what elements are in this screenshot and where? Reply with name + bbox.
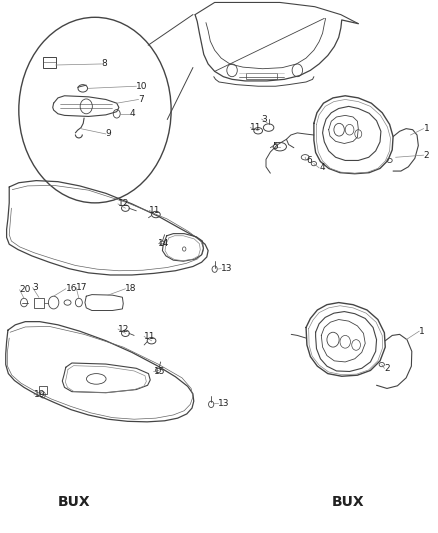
Text: 3: 3 xyxy=(33,283,39,292)
Text: 10: 10 xyxy=(136,82,148,91)
Text: 2: 2 xyxy=(424,151,429,160)
Text: BUX: BUX xyxy=(58,496,91,510)
Bar xyxy=(34,298,44,308)
Text: 3: 3 xyxy=(261,115,268,124)
Text: 17: 17 xyxy=(76,283,88,292)
Text: 8: 8 xyxy=(102,60,107,68)
Text: 13: 13 xyxy=(221,264,233,273)
Text: 2: 2 xyxy=(385,364,390,373)
Text: 12: 12 xyxy=(118,199,129,208)
Text: 4: 4 xyxy=(130,109,135,118)
Bar xyxy=(246,74,277,79)
Text: 19: 19 xyxy=(34,390,46,399)
Text: 16: 16 xyxy=(66,284,77,293)
Text: 5: 5 xyxy=(272,142,278,151)
Text: 11: 11 xyxy=(144,332,155,341)
Text: 6: 6 xyxy=(306,156,312,165)
Bar xyxy=(43,57,56,68)
Text: 1: 1 xyxy=(424,124,429,133)
Text: 18: 18 xyxy=(125,284,137,293)
Text: 12: 12 xyxy=(118,325,129,334)
Text: 1: 1 xyxy=(419,327,425,336)
Text: BUX: BUX xyxy=(332,496,365,510)
Text: 15: 15 xyxy=(154,367,165,376)
Text: 13: 13 xyxy=(218,399,229,408)
Text: 7: 7 xyxy=(138,95,144,104)
Text: 9: 9 xyxy=(106,130,112,139)
Text: 20: 20 xyxy=(20,285,31,294)
Bar xyxy=(39,386,47,394)
Text: 11: 11 xyxy=(149,206,161,215)
Text: 14: 14 xyxy=(158,239,170,248)
Text: 4: 4 xyxy=(319,164,325,172)
Text: 11: 11 xyxy=(251,123,262,132)
